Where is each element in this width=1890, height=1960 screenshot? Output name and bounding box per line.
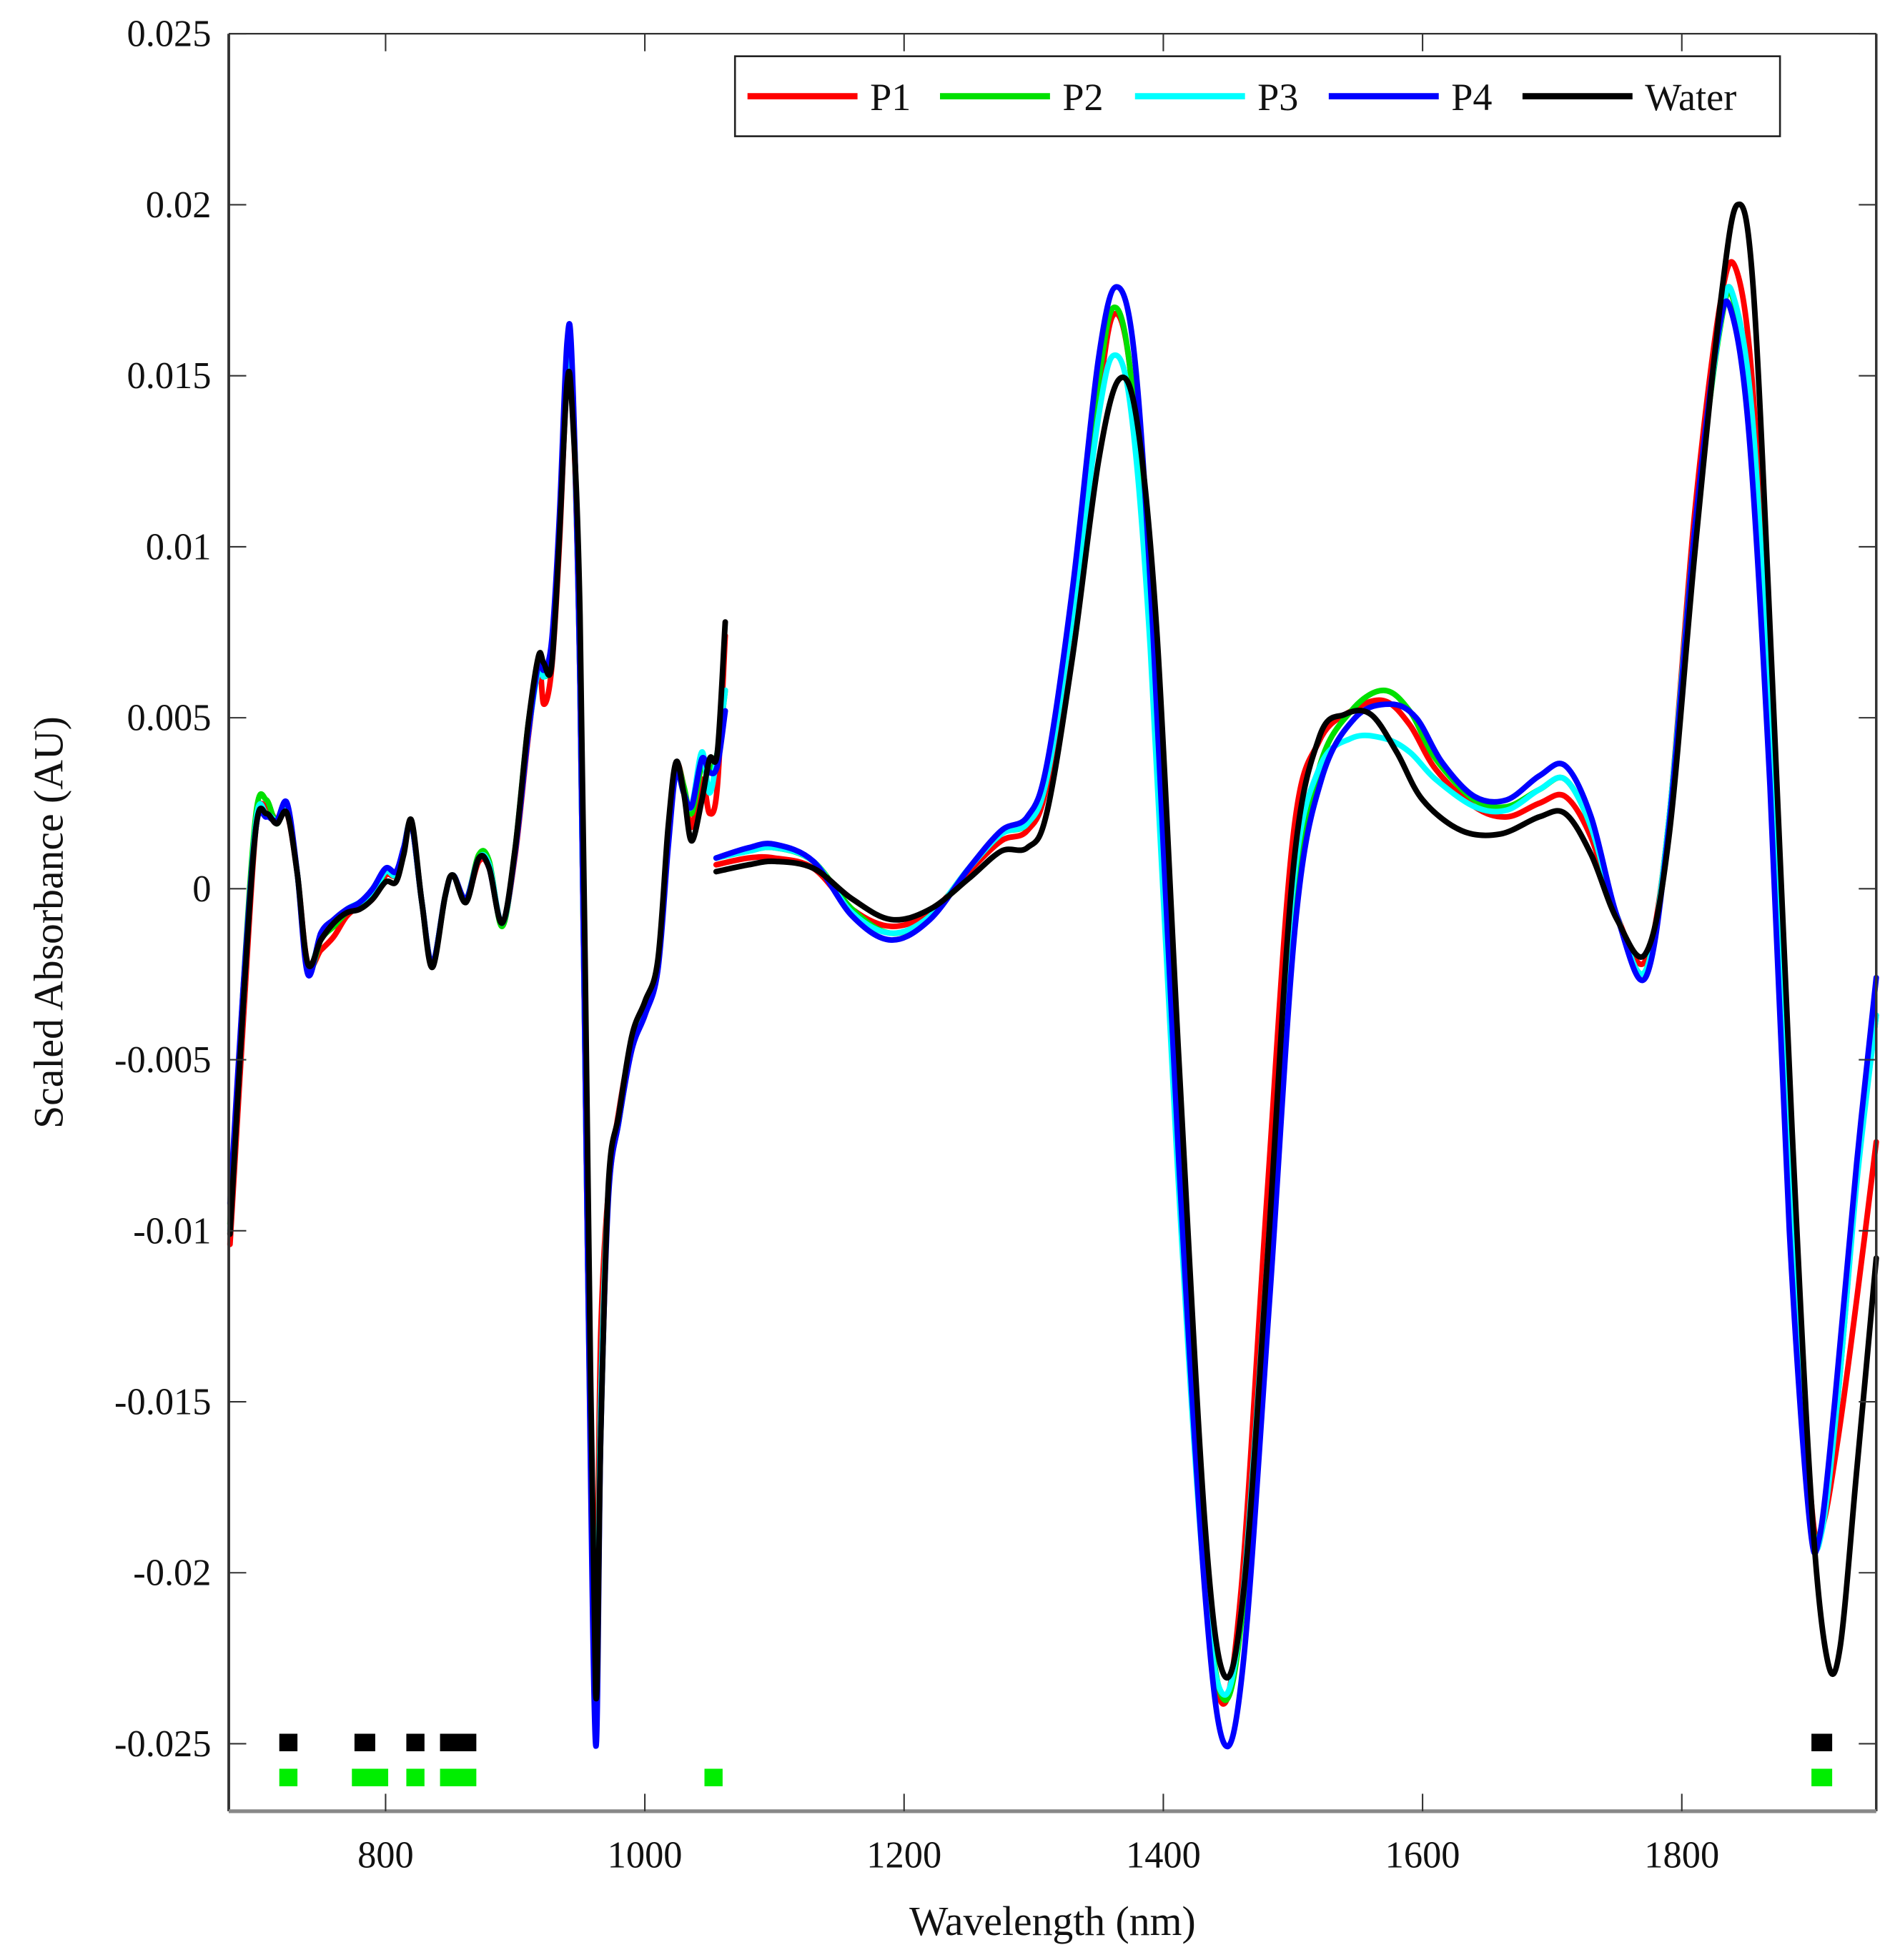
legend-label-p4: P4 (1451, 76, 1492, 119)
legend: P1 P2 P3 P4 Water (733, 55, 1781, 137)
legend-label-water: Water (1645, 76, 1736, 119)
green-marker (352, 1768, 389, 1786)
black-marker (354, 1733, 375, 1751)
black-marker (406, 1733, 425, 1751)
series-line (713, 284, 1879, 1750)
x-tick-label: 1600 (1385, 1835, 1460, 1876)
y-tick-label: 0.01 (146, 526, 212, 568)
legend-label-p2: P2 (1062, 76, 1103, 119)
x-tick-label: 1400 (1126, 1835, 1201, 1876)
y-tick-label: 0.02 (146, 184, 212, 226)
plot-frame (227, 33, 1878, 1813)
x-tick-label: 1800 (1644, 1835, 1719, 1876)
black-marker (279, 1733, 298, 1751)
y-tick-label: -0.02 (133, 1553, 211, 1594)
x-tick-label: 1200 (866, 1835, 941, 1876)
legend-label-p1: P1 (870, 76, 911, 119)
green-marker (406, 1768, 425, 1786)
y-tick-label: -0.025 (114, 1723, 211, 1765)
series-lines (227, 201, 1879, 1750)
y-axis-title: Scaled Absorbance (AU) (26, 716, 71, 1129)
black-marker (1811, 1733, 1833, 1751)
series-line (227, 321, 728, 1749)
y-tick-label: 0 (192, 868, 211, 910)
y-tick-label: 0.015 (127, 355, 211, 397)
y-tick-label: 0.005 (127, 698, 211, 739)
series-line (713, 201, 1879, 1681)
green-marker (1811, 1768, 1833, 1786)
y-tick-label: -0.01 (133, 1210, 211, 1252)
x-axis-title: Wavelength (nm) (909, 1899, 1196, 1944)
legend-label-p3: P3 (1257, 76, 1298, 119)
green-marker (704, 1768, 723, 1786)
green-marker (279, 1768, 298, 1786)
x-ticks: 800 1000 1200 1400 1600 1800 (357, 34, 1719, 1876)
y-tick-label: -0.005 (114, 1039, 211, 1081)
x-tick-label: 800 (357, 1835, 414, 1876)
series-p4 (227, 284, 1879, 1750)
legend-items: P1 P2 P3 P4 Water (747, 76, 1736, 119)
y-tick-label: -0.015 (114, 1382, 211, 1423)
series-line (227, 368, 728, 1702)
x-tick-label: 1000 (608, 1835, 683, 1876)
significance-markers (279, 1733, 1833, 1786)
series-water (227, 201, 1879, 1702)
y-tick-label: 0.025 (127, 14, 211, 55)
black-marker (440, 1733, 477, 1751)
y-ticks: 0.025 0.02 0.015 0.01 0.005 0 -0.005 -0.01 -0.01… (114, 14, 1876, 1765)
green-marker (440, 1768, 477, 1786)
